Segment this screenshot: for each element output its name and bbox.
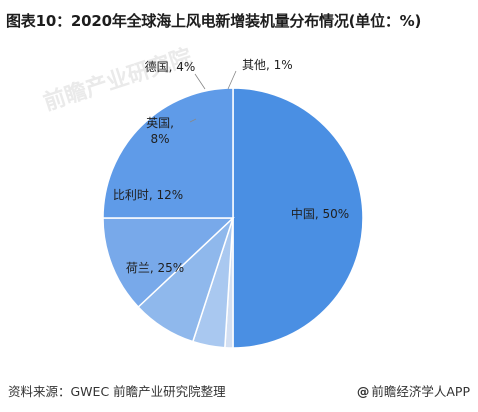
leader-line-4 (189, 118, 197, 123)
at-icon: @ (356, 384, 370, 399)
slice-label-6: 荷兰, 25% (126, 261, 184, 275)
pie-slice-1 (232, 87, 364, 349)
slice-label-2: 其他, 1% (242, 58, 293, 72)
pie-slice-6 (102, 87, 234, 219)
source-note: 资料来源：GWEC 前瞻产业研究院整理 (8, 384, 226, 399)
slice-label-5: 比利时, 12% (113, 188, 183, 202)
brand-credit: @ 前瞻经济学人APP (357, 381, 470, 400)
chart-title: 图表10：2020年全球海上风电新增装机量分布情况(单位：%) (6, 12, 422, 30)
brand-name: 前瞻经济学人APP (371, 384, 470, 399)
pie-slice-5 (102, 217, 235, 309)
slice-label-3: 德国, 4% (145, 59, 196, 74)
slice-label-4: 英国, 8% (146, 116, 174, 146)
leader-line-3 (194, 73, 206, 90)
leader-line-2 (227, 70, 237, 90)
slice-label-1: 中国, 50% (291, 206, 349, 221)
